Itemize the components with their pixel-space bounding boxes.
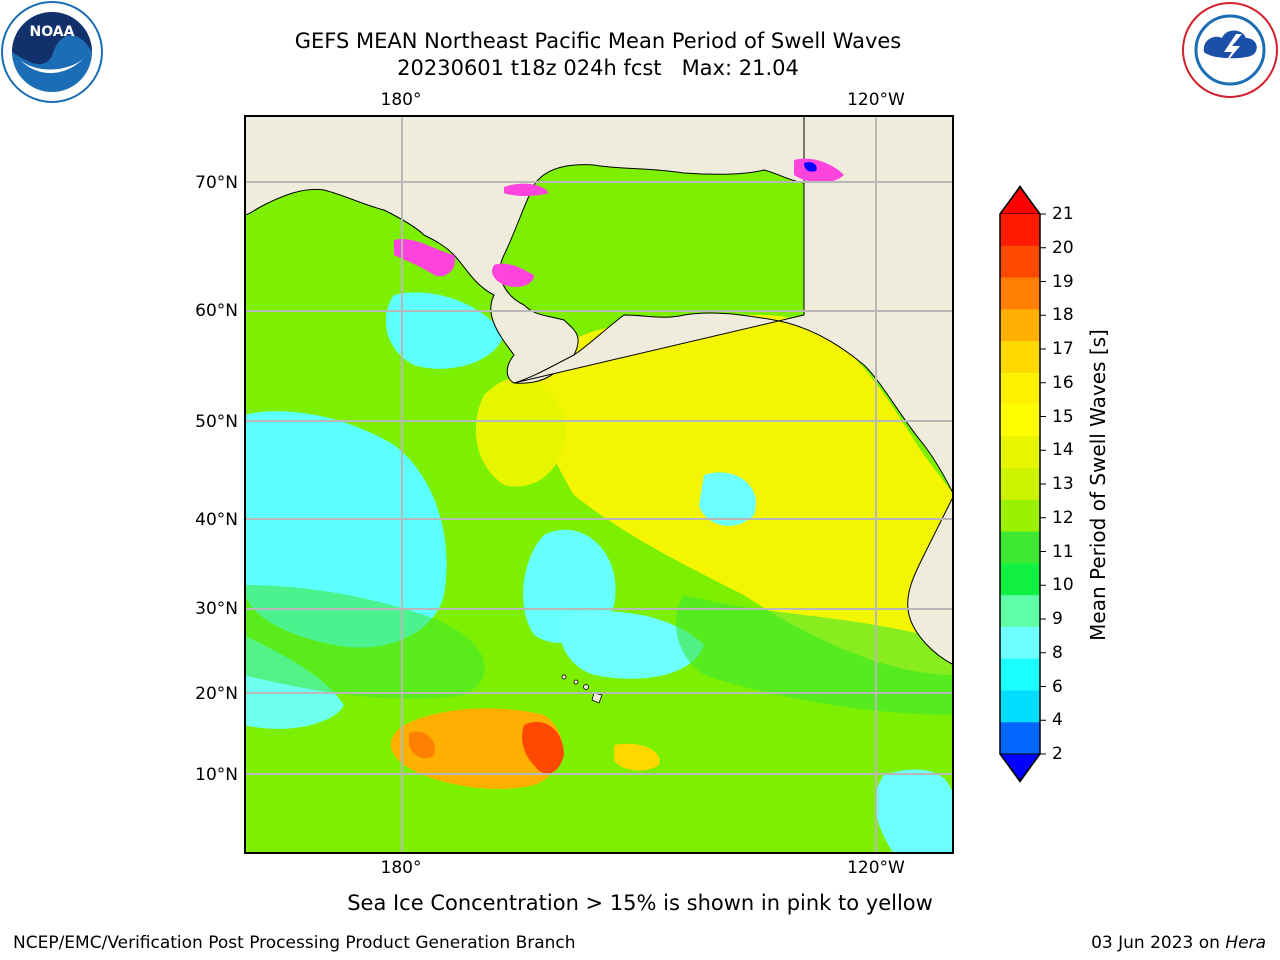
colorbar-band bbox=[1000, 214, 1040, 247]
colorbar-tick-label: 12 bbox=[1052, 507, 1074, 528]
colorbar-band bbox=[1000, 341, 1040, 374]
colorbar-band bbox=[1000, 499, 1040, 533]
colorbar-band bbox=[1000, 245, 1040, 279]
lon-label-top-180: 180° bbox=[380, 90, 422, 110]
sea-ice-note: Sea Ice Concentration > 15% is shown in … bbox=[347, 891, 933, 915]
lat-label-60n: 60°N bbox=[195, 301, 238, 321]
colorbar-band bbox=[1000, 277, 1040, 310]
lon-label-bottom-120w: 120°W bbox=[847, 858, 905, 878]
lon-label-bottom-180: 180° bbox=[380, 858, 422, 878]
lat-label-50n: 50°N bbox=[195, 412, 238, 432]
colorbar-label: Mean Period of Swell Waves [s] bbox=[1086, 329, 1110, 641]
colorbar-tick-label: 6 bbox=[1052, 676, 1063, 697]
sea-ice-beaufort-core bbox=[804, 162, 817, 172]
footer-credit: NCEP/EMC/Verification Post Processing Pr… bbox=[13, 933, 576, 953]
swell-zone-cyan-se bbox=[875, 769, 954, 854]
land-west-coast bbox=[907, 494, 954, 666]
colorbar-band bbox=[1000, 309, 1040, 342]
colorbar-band bbox=[1000, 531, 1040, 564]
colorbar-tick-label: 18 bbox=[1052, 305, 1074, 326]
swell-zone-yellow-west bbox=[475, 377, 566, 487]
chart-title: GEFS MEAN Northeast Pacific Mean Period … bbox=[294, 29, 902, 53]
land-north-america bbox=[513, 115, 954, 496]
colorbar-band bbox=[1000, 690, 1040, 723]
chart-subtitle: 20230601 t18z 024h fcst Max: 21.04 bbox=[397, 56, 799, 80]
colorbar-tick-label: 10 bbox=[1052, 575, 1074, 596]
footer-host: Hera bbox=[1225, 933, 1266, 953]
colorbar-band bbox=[1000, 722, 1040, 755]
colorbar-tick-label: 14 bbox=[1052, 440, 1074, 461]
lon-label-top-120w: 120°W bbox=[847, 90, 905, 110]
map-gridlines bbox=[244, 115, 954, 854]
colorbar-tick-label: 20 bbox=[1052, 237, 1074, 258]
colorbar-tick-label: 16 bbox=[1052, 372, 1074, 393]
colorbar-over-extension bbox=[999, 185, 1041, 215]
colorbar-band bbox=[1000, 404, 1040, 437]
colorbar-tick-label: 19 bbox=[1052, 271, 1074, 292]
footer-date-text: 03 Jun 2023 on bbox=[1091, 933, 1226, 953]
hawaii-big-island bbox=[591, 692, 603, 704]
hawaii-island bbox=[583, 684, 589, 690]
swell-period-map bbox=[244, 115, 954, 854]
colorbar-tick-label: 13 bbox=[1052, 474, 1074, 494]
hawaii-island bbox=[573, 679, 579, 685]
colorbar-tick-label: 15 bbox=[1052, 406, 1074, 427]
sea-ice-norton bbox=[492, 263, 534, 287]
colorbar-band bbox=[1000, 372, 1040, 406]
colorbar-band bbox=[1000, 563, 1040, 596]
colorbar-band bbox=[1000, 595, 1040, 628]
swell-zone-red bbox=[522, 721, 564, 774]
lat-label-70n: 70°N bbox=[195, 173, 238, 193]
colorbar-tick-label: 9 bbox=[1052, 609, 1063, 629]
colorbar-tick-label: 17 bbox=[1052, 339, 1074, 359]
colorbar-band bbox=[1000, 436, 1040, 469]
colorbar-tick-label: 21 bbox=[1052, 204, 1074, 224]
swell-zone-green-band bbox=[244, 585, 485, 699]
colorbar-band bbox=[1000, 468, 1040, 501]
lat-label-20n: 20°N bbox=[195, 684, 238, 704]
noaa-logo: NOAA bbox=[0, 0, 104, 104]
nws-logo bbox=[1178, 0, 1280, 100]
lat-label-30n: 30°N bbox=[195, 599, 238, 619]
swell-zone-gold bbox=[614, 743, 660, 771]
colorbar-tick-label: 2 bbox=[1052, 744, 1063, 764]
noaa-logo-text: NOAA bbox=[30, 24, 75, 40]
colorbar-under-extension bbox=[999, 753, 1041, 783]
colorbar-tick-label: 4 bbox=[1052, 710, 1063, 731]
swell-zone-cyan-hawaii bbox=[560, 611, 704, 679]
swell-zone-cyan-east bbox=[699, 472, 756, 526]
swell-zone-orange bbox=[390, 708, 563, 789]
hawaii-island bbox=[561, 674, 567, 680]
sea-ice-bering bbox=[394, 238, 455, 277]
colorbar bbox=[999, 185, 1046, 783]
colorbar-tick-label: 11 bbox=[1052, 541, 1074, 562]
footer-date: 03 Jun 2023 on Hera bbox=[1091, 932, 1266, 954]
swell-zone-green-east bbox=[675, 595, 954, 715]
lat-label-40n: 40°N bbox=[195, 510, 238, 530]
sea-ice-chukchi bbox=[504, 183, 549, 196]
swell-zone-orange-west bbox=[409, 731, 435, 759]
colorbar-band bbox=[1000, 658, 1040, 691]
colorbar-band bbox=[1000, 626, 1040, 660]
colorbar-tick-label: 8 bbox=[1052, 642, 1063, 663]
lat-label-10n: 10°N bbox=[195, 765, 238, 785]
map-frame bbox=[244, 115, 954, 854]
